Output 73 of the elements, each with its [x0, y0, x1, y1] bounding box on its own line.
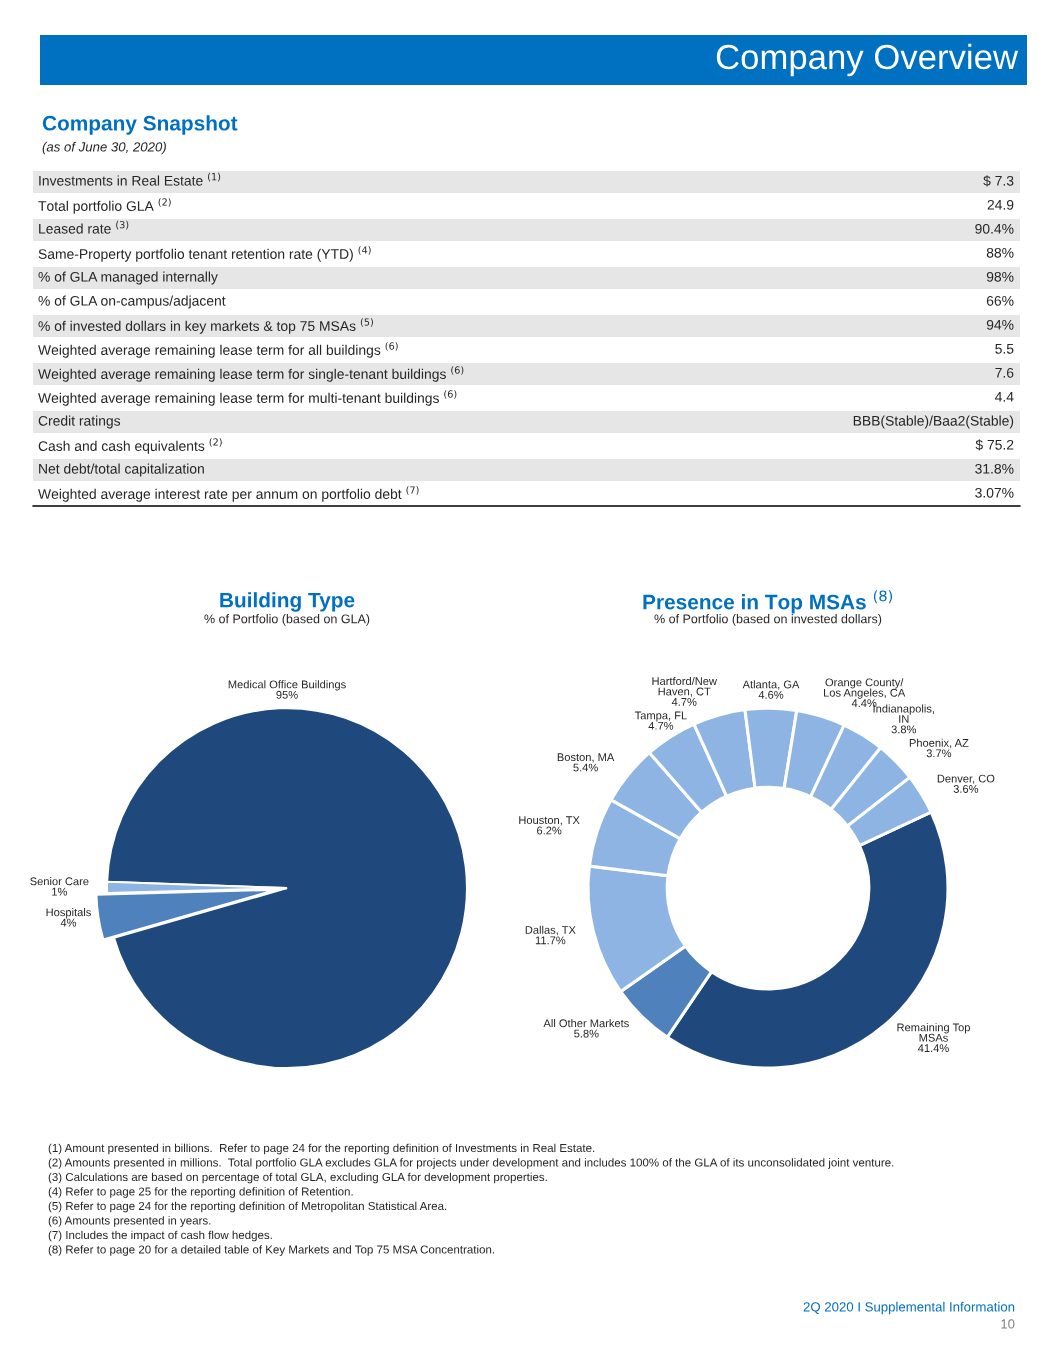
- slice-label: Medical Office Buildings: [228, 680, 346, 691]
- chart-subtitle: % of Portfolio (based on GLA): [204, 614, 370, 626]
- data-label: 4.7%: [648, 721, 674, 730]
- text: 24.9: [987, 199, 1014, 210]
- data-label: 3.8%: [891, 725, 917, 734]
- text: (3) Calculations are based on percentage of total GLA, excluding GLA for development properties.: [48, 1172, 547, 1184]
- data-label: 4.6%: [758, 690, 784, 699]
- slice-label: Dallas, TX: [525, 925, 576, 936]
- data-label: 11.7%: [535, 936, 566, 945]
- text: Company Overview: [716, 43, 1019, 77]
- text: (8) Refer to page 20 for a detailed table of Key Markets and Top 75 MSA Concentration.: [48, 1245, 495, 1256]
- text: Weighted average remaining lease term for single-tenant buildings $^{(6)}$: [38, 366, 464, 382]
- text: Company Snapshot: [42, 115, 238, 135]
- slice-label: Senior Care: [30, 877, 89, 886]
- data-label: 4%: [60, 918, 77, 927]
- slice-label: Orange County/ Los Angeles, CA: [824, 678, 906, 699]
- text: 31.8%: [975, 463, 1014, 474]
- data-label: 5.4%: [573, 763, 598, 772]
- slice-label: Boston, MA: [557, 753, 615, 763]
- chart-title: Building Type: [220, 592, 355, 612]
- text: Weighted average remaining lease term for multi-tenant buildings $^{(6)}$: [38, 390, 457, 406]
- text: Weighted average interest rate per annum on portfolio debt $^{(7)}$: [38, 486, 419, 502]
- data-label: 41.4%: [918, 1044, 949, 1053]
- slice-label: Hospitals: [46, 908, 91, 919]
- text: 3.07%: [975, 487, 1014, 498]
- slice-label: Phoenix, AZ: [909, 738, 969, 749]
- text: 2Q 2020 I Supplemental Information: [803, 1301, 1015, 1315]
- text: 88%: [986, 247, 1014, 258]
- text: % of invested dollars in key markets & top 75 MSAs $^{(5)}$: [38, 318, 373, 334]
- text: (4) Refer to page 25 for the reporting definition of Retention.: [48, 1187, 353, 1198]
- text: Cash and cash equivalents $^{(2)}$: [38, 438, 222, 454]
- slice-label: Tampa, FL: [634, 711, 687, 722]
- text: Weighted average remaining lease term for all buildings $^{(6)}$: [38, 342, 398, 358]
- text: $ 7.3: [983, 175, 1014, 187]
- slice-label: Remaining Top MSAs: [897, 1023, 970, 1042]
- text: 98%: [986, 271, 1014, 282]
- text: Net debt/total capitalization: [39, 463, 204, 477]
- data-label: 1%: [52, 887, 67, 896]
- slice-label: Atlanta, GA: [742, 680, 800, 690]
- slice-label: Hartford/New Haven, CT: [652, 676, 717, 697]
- text: (7) Includes the impact of cash flow hedges.: [48, 1230, 272, 1242]
- text: 7.6: [995, 367, 1014, 378]
- chart-subtitle: % of Portfolio (based on invested dollars): [654, 614, 882, 626]
- data-label: 3.7%: [926, 749, 952, 758]
- chart-title: Presence in Top MSAs $^{(8)}$: [643, 590, 893, 614]
- data-label: 6.2%: [537, 826, 562, 835]
- data-label: 95%: [276, 690, 298, 699]
- text: % of GLA managed internally: [38, 271, 218, 285]
- text: 90.4%: [975, 223, 1014, 234]
- text: (2) Amounts presented in millions. Total portfolio GLA excludes GLA for projects under development and includes 100% of the GLA of its unconsolidated joint venture.: [48, 1158, 894, 1169]
- text: 94%: [986, 319, 1014, 330]
- text: (as of June 30, 2020): [42, 141, 166, 155]
- text: BBB(Stable)/Baa2(Stable): [853, 415, 1014, 429]
- data-label: 5.8%: [574, 1029, 599, 1038]
- text: % of GLA on-campus/adjacent: [38, 295, 226, 309]
- text: Investments in Real Estate $^{(1)}$: [39, 172, 221, 186]
- slice-label: Denver, CO: [937, 774, 995, 784]
- text: $ 75.2: [975, 439, 1014, 451]
- text: Credit ratings: [38, 415, 121, 429]
- data-label: 3.6%: [953, 785, 979, 793]
- text: (6) Amounts presented in years.: [48, 1216, 211, 1227]
- text: 10: [1001, 1319, 1015, 1329]
- text: Same-Property portfolio tenant retention rate (YTD) $^{(4)}$: [38, 246, 371, 262]
- text: 4.4: [995, 392, 1014, 402]
- text: 5.5: [995, 344, 1014, 354]
- text: Total portfolio GLA $^{(2)}$: [38, 198, 171, 214]
- slice-label: All Other Markets: [543, 1019, 629, 1028]
- text: (1) Amount presented in billions. Refer to page 24 for the reporting definition of Investments in Real Estate.: [48, 1143, 595, 1155]
- text: Leased rate $^{(3)}$: [39, 220, 129, 234]
- text: 66%: [986, 295, 1014, 306]
- slice-label: Houston, TX: [519, 816, 580, 826]
- text: (5) Refer to page 24 for the reporting definition of Metropolitan Statistical Area.: [48, 1201, 447, 1213]
- data-label: 4.7%: [671, 697, 697, 706]
